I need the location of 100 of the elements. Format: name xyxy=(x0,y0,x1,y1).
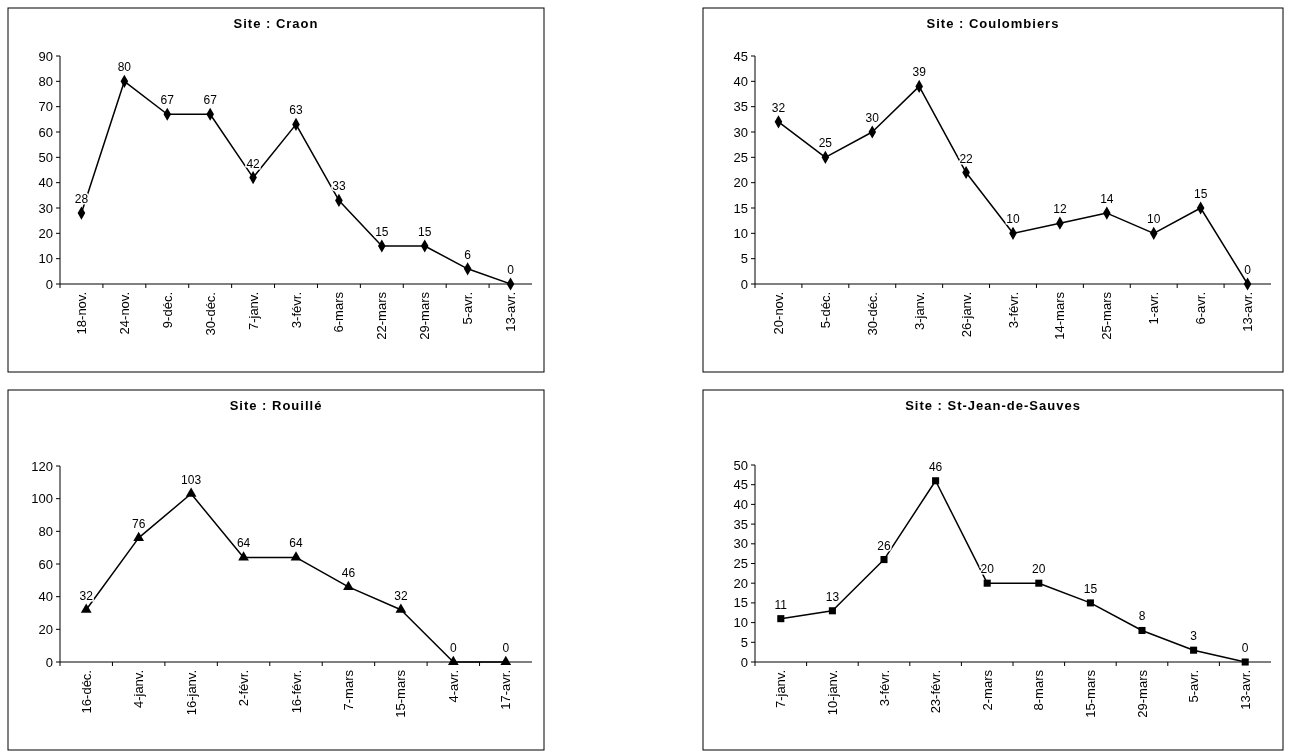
y-tick-label: 60 xyxy=(38,124,53,140)
y-tick-label: 35 xyxy=(733,99,748,115)
x-tick-label: 2-mars xyxy=(979,669,995,711)
y-tick-label: 50 xyxy=(733,457,748,473)
data-label: 64 xyxy=(236,536,251,551)
y-tick-label: 35 xyxy=(733,516,748,532)
point xyxy=(133,531,145,541)
data-label: 8 xyxy=(1138,609,1146,624)
data-label: 0 xyxy=(1244,263,1252,277)
y-tick-label: 0 xyxy=(740,276,748,292)
y-tick-label: 5 xyxy=(740,634,748,650)
data-label: 10 xyxy=(1147,212,1161,227)
point xyxy=(343,580,354,590)
y-tick-label: 25 xyxy=(733,556,748,572)
x-tick-label: 15-mars xyxy=(393,669,409,718)
y-tick-label: 20 xyxy=(733,175,748,191)
point xyxy=(1241,658,1249,666)
data-label: 15 xyxy=(1083,581,1098,596)
x-tick-label: 30-déc. xyxy=(202,292,218,336)
y-tick-label: 30 xyxy=(733,124,748,140)
data-label: 22 xyxy=(959,151,974,166)
y-tick-label: 0 xyxy=(740,654,748,670)
point xyxy=(1190,646,1198,654)
data-label: 0 xyxy=(507,263,515,277)
y-tick-label: 0 xyxy=(45,654,53,670)
data-label: 67 xyxy=(160,93,175,108)
point xyxy=(828,607,836,615)
x-tick-label: 29-mars xyxy=(1134,669,1150,718)
x-tick-label: 1-avr. xyxy=(1146,292,1162,325)
y-tick-label: 45 xyxy=(733,48,748,64)
data-label: 67 xyxy=(203,93,218,108)
data-label: 0 xyxy=(502,641,510,655)
data-label: 11 xyxy=(774,597,788,612)
x-tick-label: 26-janv. xyxy=(958,292,974,338)
x-tick-label: 5-déc. xyxy=(817,292,833,329)
data-label: 3 xyxy=(1190,629,1198,644)
x-tick-label: 14-mars xyxy=(1052,291,1068,340)
x-tick-label: 4-avr. xyxy=(445,670,461,703)
x-tick-label: 5-avr. xyxy=(1186,670,1202,703)
y-tick-label: 40 xyxy=(38,175,53,191)
y-tick-label: 5 xyxy=(740,251,748,267)
x-tick-label: 13-avr. xyxy=(1240,292,1256,332)
x-tick-label: 9-déc. xyxy=(159,292,175,329)
x-tick-label: 3-févr. xyxy=(288,292,304,329)
chart-title: Site : Coulombiers xyxy=(926,16,1060,31)
x-tick-label: 5-avr. xyxy=(460,292,476,325)
point xyxy=(185,487,197,497)
data-label: 15 xyxy=(418,225,432,239)
data-label: 13 xyxy=(825,589,840,604)
x-tick-label: 3-févr. xyxy=(1005,292,1021,329)
x-tick-label: 16-févr. xyxy=(288,670,304,714)
point xyxy=(238,551,249,561)
y-tick-label: 45 xyxy=(733,477,748,493)
point xyxy=(447,655,459,666)
x-tick-label: 6-mars xyxy=(331,291,347,333)
point xyxy=(880,556,888,564)
y-tick-label: 80 xyxy=(38,523,53,539)
y-tick-label: 15 xyxy=(733,200,748,216)
x-tick-label: 8-mars xyxy=(1031,669,1047,711)
x-tick-label: 16-déc. xyxy=(78,670,94,714)
y-tick-label: 20 xyxy=(733,575,748,591)
data-label: 0 xyxy=(449,641,457,655)
y-tick-label: 20 xyxy=(38,621,53,637)
point xyxy=(777,615,785,623)
x-tick-label: 22-mars xyxy=(374,291,390,340)
data-label: 46 xyxy=(928,459,943,474)
y-tick-label: 40 xyxy=(733,73,748,89)
data-label: 64 xyxy=(289,536,303,551)
y-tick-label: 40 xyxy=(38,589,53,605)
point xyxy=(1035,579,1043,587)
data-label: 15 xyxy=(375,225,389,239)
x-tick-label: 18-nov. xyxy=(74,292,89,335)
point xyxy=(1086,599,1094,607)
data-label: 103 xyxy=(181,472,202,487)
point xyxy=(1138,626,1146,635)
chart-title: Site : Rouillé xyxy=(229,398,323,413)
x-tick-label: 25-mars xyxy=(1099,291,1115,340)
data-label: 42 xyxy=(246,156,261,171)
data-label: 39 xyxy=(912,65,927,80)
x-tick-label: 3-févr. xyxy=(876,670,892,707)
data-label: 63 xyxy=(289,103,303,118)
data-label: 32 xyxy=(79,588,94,603)
y-tick-label: 15 xyxy=(733,595,748,611)
y-tick-label: 80 xyxy=(38,73,53,89)
point xyxy=(395,603,407,613)
data-label: 20 xyxy=(980,562,995,577)
data-label: 32 xyxy=(771,100,786,115)
x-tick-label: 7-janv. xyxy=(245,292,261,331)
data-label: 10 xyxy=(1006,212,1020,227)
x-tick-label: 15-mars xyxy=(1082,669,1098,718)
data-label: 46 xyxy=(341,565,356,580)
y-tick-label: 40 xyxy=(733,496,748,512)
y-tick-label: 70 xyxy=(38,99,53,115)
x-tick-label: 13-avr. xyxy=(1237,670,1253,710)
x-tick-label: 7-janv. xyxy=(773,670,789,709)
data-label: 6 xyxy=(464,247,472,262)
y-tick-label: 60 xyxy=(38,556,53,572)
y-tick-label: 30 xyxy=(38,200,53,216)
x-tick-label: 6-avr. xyxy=(1193,292,1209,325)
data-label: 33 xyxy=(332,179,346,194)
